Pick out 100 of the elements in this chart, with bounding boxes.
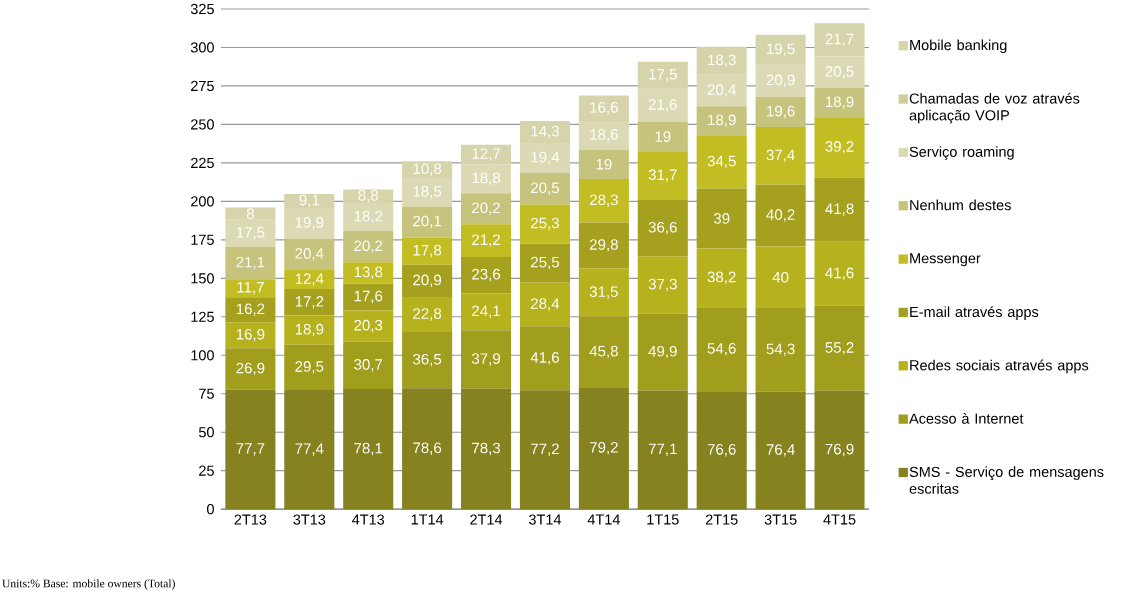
bar (637, 390, 688, 510)
data-label: 41,6 (530, 352, 559, 365)
legend-label: Serviço roaming (909, 146, 1014, 160)
data-label: 20,2 (472, 202, 500, 216)
data-label: 54,3 (766, 343, 795, 357)
data-label: 20,9 (766, 74, 795, 88)
data-label: 19 (596, 158, 612, 170)
y-tick-label: 125 (191, 311, 214, 322)
data-label: 13,8 (354, 266, 383, 280)
bar (755, 308, 806, 392)
y-tick-label: 300 (190, 42, 214, 53)
y-tick-label: 250 (191, 119, 214, 130)
data-label: 29,5 (295, 361, 324, 374)
data-label: 77,2 (531, 443, 559, 457)
bar (519, 326, 570, 391)
data-label: 40,2 (766, 209, 795, 222)
x-tick-label: 2T15 (705, 514, 738, 525)
legend-label: Acesso à Internet (909, 412, 1024, 424)
bar (343, 341, 394, 390)
bar (402, 206, 453, 238)
data-label: 18,8 (472, 172, 501, 186)
data-label: 16,2 (236, 303, 265, 316)
data-label: 34,5 (707, 155, 736, 169)
data-label: 77,7 (236, 443, 265, 456)
data-label: 18,9 (295, 323, 324, 337)
data-label: 21,7 (825, 33, 854, 47)
data-label: 18,9 (708, 114, 736, 128)
bar (696, 135, 747, 189)
data-label: 45,8 (589, 345, 618, 359)
data-label: 24,1 (472, 305, 500, 319)
legend-label: E-mail através apps (910, 306, 1039, 320)
bar (402, 296, 453, 333)
y-tick-label: 175 (191, 234, 214, 245)
data-label: 26,9 (236, 362, 265, 376)
bar (637, 256, 688, 314)
legend-label: Messenger (910, 253, 981, 267)
bar (755, 127, 806, 185)
bar (461, 388, 512, 510)
data-label: 78,1 (354, 442, 383, 456)
data-label: 38,2 (707, 271, 736, 285)
x-tick-label: 1T14 (411, 514, 444, 525)
data-label: 49,9 (648, 345, 677, 359)
y-tick-label: 75 (199, 388, 214, 399)
data-label: 20,2 (354, 240, 383, 253)
bar (225, 279, 276, 298)
bar (343, 262, 394, 284)
legend-label: Mobile banking (910, 39, 1007, 54)
x-tick-label: 3T15 (764, 514, 797, 525)
data-label: 18,5 (413, 186, 442, 199)
bar (578, 387, 629, 510)
data-label: 29,8 (589, 239, 618, 252)
x-tick-label: 4T14 (587, 514, 620, 525)
data-label: 18,3 (708, 54, 736, 68)
data-label: 37,3 (648, 278, 677, 292)
bar (519, 172, 570, 205)
data-label: 17,5 (236, 227, 265, 240)
data-label: 18,6 (590, 129, 618, 142)
data-label: 19,5 (767, 43, 795, 56)
data-label: 21,1 (236, 256, 265, 270)
data-label: 14,3 (531, 125, 559, 139)
data-label: 40 (772, 271, 789, 283)
data-label: 39 (713, 213, 730, 224)
data-label: 31,5 (589, 286, 618, 299)
data-label: 20,1 (413, 215, 442, 229)
data-label: 41,6 (825, 267, 854, 281)
bar (637, 151, 688, 201)
bar (696, 106, 747, 136)
data-label: 20,9 (413, 274, 442, 288)
data-label: 19,9 (295, 217, 324, 230)
data-label: 20,4 (707, 84, 736, 97)
bar (225, 389, 276, 510)
data-label: 36,5 (413, 353, 442, 367)
bar (755, 96, 806, 128)
data-label: 10,8 (413, 163, 442, 176)
data-label: 25,5 (531, 256, 559, 270)
bar (519, 243, 570, 283)
data-label: 28,3 (589, 194, 618, 207)
data-label: 20,5 (825, 66, 854, 79)
y-tick-label: 200 (191, 196, 214, 207)
bar (284, 270, 335, 290)
bar (578, 178, 629, 223)
bar (814, 390, 865, 510)
bar (696, 248, 747, 308)
bar (755, 184, 806, 247)
bar (814, 305, 865, 391)
data-label: 77,4 (295, 443, 324, 456)
x-tick-label: 1T15 (647, 514, 679, 525)
x-tick-label: 3T13 (293, 514, 326, 525)
bar (284, 390, 335, 510)
bar (343, 389, 394, 510)
bar (225, 297, 276, 323)
data-label: 20,3 (354, 319, 383, 333)
x-tick-label: 4T13 (352, 514, 385, 525)
y-tick-label: 50 (198, 427, 214, 438)
bar (814, 88, 865, 118)
data-label: 19,6 (767, 105, 795, 119)
bar (461, 256, 512, 294)
data-label: 12,4 (295, 273, 324, 286)
data-label: 41,8 (825, 203, 854, 216)
bar (637, 122, 688, 152)
